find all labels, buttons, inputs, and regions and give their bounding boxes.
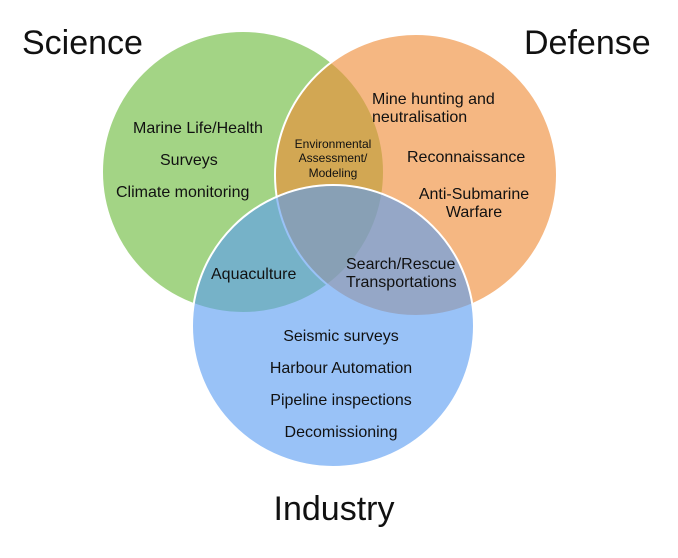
defense-item-reconnaissance: Reconnaissance (407, 149, 526, 166)
industry-item-decommissioning: Decomissioning (284, 424, 398, 441)
defense-item-anti-submarine: Anti-Submarine Warfare (419, 186, 529, 223)
defense-item-line: neutralisation (372, 109, 468, 127)
industry-title: Industry (273, 490, 395, 528)
defense-item-line: Warfare (445, 204, 503, 222)
overlap-science-defense-label: Environmental Assessment/ Modeling (295, 137, 372, 180)
overlap-science-industry-label: Aquaculture (211, 266, 297, 283)
overlap-line: Environmental (294, 137, 372, 151)
science-item-climate: Climate monitoring (116, 184, 250, 201)
defense-title: Defense (524, 24, 651, 62)
industry-item-seismic: Seismic surveys (283, 328, 399, 345)
defense-item-line: Mine hunting and (372, 91, 495, 108)
overlap-line: Modeling (308, 165, 358, 180)
industry-item-pipeline: Pipeline inspections (270, 392, 412, 409)
overlap-line: Search/Rescue (346, 256, 456, 273)
overlap-line: Assessment/ (298, 151, 368, 166)
industry-circle (191, 184, 475, 468)
industry-item-harbour: Harbour Automation (269, 360, 413, 377)
science-item-marine-life: Marine Life/Health (133, 120, 263, 137)
overlap-defense-industry-label: Search/Rescue Transportations (346, 256, 457, 293)
science-item-surveys: Surveys (160, 152, 218, 169)
defense-item-line: Anti-Submarine (418, 186, 530, 203)
overlap-line: Transportations (346, 274, 457, 292)
science-title: Science (22, 24, 143, 62)
defense-item-mine-hunting: Mine hunting and neutralisation (372, 91, 495, 128)
